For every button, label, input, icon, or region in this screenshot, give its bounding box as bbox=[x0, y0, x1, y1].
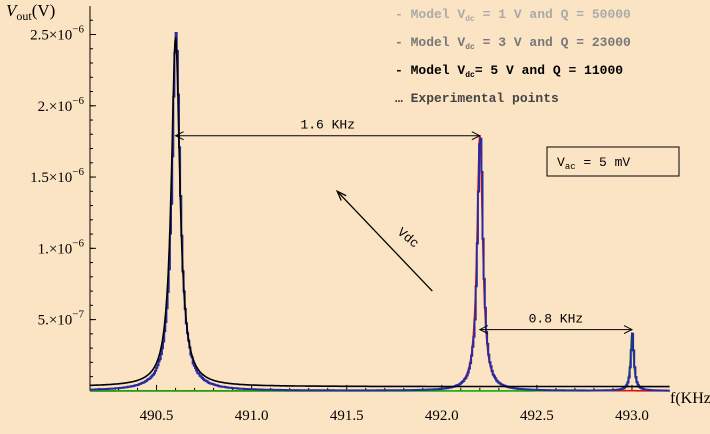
series-model_5V bbox=[90, 37, 670, 388]
legend-entry-text: … Experimental points bbox=[395, 91, 559, 106]
vac-label-sub: ac bbox=[565, 162, 576, 172]
vdc-arrowhead bbox=[335, 189, 347, 201]
arrowhead-right bbox=[623, 325, 634, 335]
legend-entry-suffix: = 5 V and Q = 11000 bbox=[475, 63, 623, 78]
y-axis-label-main: V bbox=[6, 1, 19, 20]
vac-label-main: V bbox=[557, 155, 565, 170]
legend-entry: - Model Vdc = 3 V and Q = 23000 bbox=[395, 35, 631, 52]
y-tick-exponent: −6 bbox=[72, 166, 84, 178]
y-axis-label: Vout(V) bbox=[6, 1, 55, 23]
y-tick-mantissa: 1.5×10 bbox=[30, 170, 72, 186]
legend-entry-text: - Model V bbox=[395, 7, 465, 22]
x-axis-label: f(KHz) bbox=[670, 390, 710, 407]
y-tick-exponent: −6 bbox=[72, 237, 84, 249]
y-tick-mantissa: 2.×10 bbox=[38, 99, 73, 115]
legend-entry: - Model Vdc= 5 V and Q = 11000 bbox=[395, 63, 623, 80]
legend-entry-text: - Model V bbox=[395, 63, 465, 78]
y-tick-label: 1.×10−6 bbox=[38, 237, 85, 257]
vac-box bbox=[546, 146, 680, 177]
y-tick-exponent: −6 bbox=[72, 24, 84, 36]
interval-label: 0.8 KHz bbox=[529, 312, 584, 327]
legend-entry-suffix: = 3 V and Q = 23000 bbox=[475, 35, 631, 50]
y-axis-label-unit: (V) bbox=[32, 1, 56, 20]
y-tick-mantissa: 5.×10 bbox=[38, 313, 73, 329]
vac-label-suffix: = 5 mV bbox=[576, 155, 631, 170]
y-tick-mantissa: 1.×10 bbox=[38, 241, 73, 257]
legend: - Model Vdc = 1 V and Q = 50000- Model V… bbox=[395, 7, 631, 106]
x-tick-label: 490.5 bbox=[140, 408, 174, 424]
y-tick-label: 5.×10−7 bbox=[38, 309, 85, 329]
y-tick-label: 1.5×10−6 bbox=[30, 166, 84, 186]
legend-entry-suffix: = 1 V and Q = 50000 bbox=[475, 7, 631, 22]
series-group bbox=[90, 32, 670, 392]
y-axis-label-sub: out bbox=[16, 9, 32, 23]
x-tick-label: 492.0 bbox=[425, 408, 459, 424]
legend-entry-sub: dc bbox=[465, 15, 475, 24]
y-axis-ticks: 5.×10−71.×10−61.5×10−62.×10−62.5×10−6 bbox=[30, 19, 96, 378]
y-tick-mantissa: 2.5×10 bbox=[30, 28, 72, 44]
y-tick-exponent: −7 bbox=[72, 309, 84, 321]
arrowhead-left bbox=[174, 131, 184, 141]
x-tick-label: 491.5 bbox=[330, 408, 364, 424]
vdc-arrow-line bbox=[336, 190, 433, 292]
interval-label: 1.6 KHz bbox=[300, 118, 355, 133]
x-tick-label: 492.5 bbox=[520, 408, 554, 424]
y-tick-label: 2.5×10−6 bbox=[30, 24, 84, 44]
legend-entry-sub: dc bbox=[465, 71, 475, 80]
x-tick-label: 493.0 bbox=[615, 408, 649, 424]
legend-entry-sub: dc bbox=[465, 43, 475, 52]
arrowhead-right bbox=[471, 131, 481, 141]
x-axis-ticks: 490.5 491.0 491.5 492.0 492.5 493.0 bbox=[99, 384, 649, 424]
legend-entry: … Experimental points bbox=[395, 91, 559, 106]
y-tick-label: 2.×10−6 bbox=[38, 95, 85, 115]
legend-entry-text: - Model V bbox=[395, 35, 465, 50]
y-tick-exponent: −6 bbox=[72, 95, 84, 107]
legend-entry: - Model Vdc = 1 V and Q = 50000 bbox=[395, 7, 631, 24]
vac-label: Vac = 5 mV bbox=[557, 155, 630, 172]
arrowhead-left bbox=[478, 325, 489, 335]
x-tick-label: 491.0 bbox=[235, 408, 269, 424]
